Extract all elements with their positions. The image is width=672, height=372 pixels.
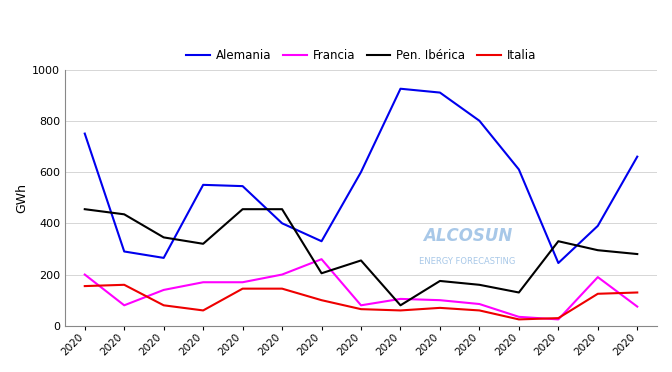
Italia bbox=[594, 292, 602, 296]
Italia bbox=[475, 308, 483, 312]
Francia bbox=[475, 302, 483, 306]
Pen. Ibérica bbox=[554, 239, 562, 243]
Italia bbox=[199, 308, 207, 312]
Italia bbox=[120, 283, 128, 287]
Pen. Ibérica bbox=[357, 258, 365, 263]
Francia bbox=[396, 296, 405, 301]
Francia bbox=[239, 280, 247, 285]
Alemania bbox=[475, 119, 483, 123]
Line: Francia: Francia bbox=[85, 259, 637, 320]
Italia bbox=[515, 317, 523, 322]
Francia bbox=[278, 272, 286, 277]
Francia bbox=[160, 288, 168, 292]
Alemania bbox=[120, 249, 128, 254]
Italia bbox=[239, 286, 247, 291]
Francia bbox=[317, 257, 325, 262]
Francia bbox=[515, 315, 523, 319]
Pen. Ibérica bbox=[120, 212, 128, 217]
Pen. Ibérica bbox=[475, 283, 483, 287]
Francia bbox=[81, 272, 89, 277]
Alemania bbox=[357, 170, 365, 174]
Francia bbox=[199, 280, 207, 285]
Alemania bbox=[81, 131, 89, 136]
Alemania bbox=[199, 183, 207, 187]
Italia bbox=[81, 284, 89, 288]
Pen. Ibérica bbox=[160, 235, 168, 240]
Francia bbox=[554, 317, 562, 322]
Alemania bbox=[317, 239, 325, 243]
Line: Pen. Ibérica: Pen. Ibérica bbox=[85, 209, 637, 305]
Italia bbox=[633, 290, 641, 295]
Y-axis label: GWh: GWh bbox=[15, 183, 28, 213]
Alemania bbox=[594, 224, 602, 228]
Francia bbox=[633, 304, 641, 309]
Legend: Alemania, Francia, Pen. Ibérica, Italia: Alemania, Francia, Pen. Ibérica, Italia bbox=[181, 45, 541, 67]
Italia bbox=[317, 298, 325, 302]
Text: ENERGY FORECASTING: ENERGY FORECASTING bbox=[419, 257, 515, 266]
Pen. Ibérica bbox=[396, 303, 405, 308]
Italia bbox=[554, 316, 562, 320]
Italia bbox=[357, 307, 365, 311]
Pen. Ibérica bbox=[317, 271, 325, 276]
Alemania bbox=[515, 167, 523, 172]
Line: Alemania: Alemania bbox=[85, 89, 637, 263]
Pen. Ibérica bbox=[81, 207, 89, 211]
Francia bbox=[436, 298, 444, 302]
Alemania bbox=[554, 261, 562, 265]
Italia bbox=[160, 303, 168, 308]
Francia bbox=[357, 303, 365, 308]
Alemania bbox=[160, 256, 168, 260]
Pen. Ibérica bbox=[199, 241, 207, 246]
Line: Italia: Italia bbox=[85, 285, 637, 320]
Alemania bbox=[633, 154, 641, 159]
Italia bbox=[278, 286, 286, 291]
Italia bbox=[436, 306, 444, 310]
Francia bbox=[120, 303, 128, 308]
Pen. Ibérica bbox=[594, 248, 602, 253]
Pen. Ibérica bbox=[633, 252, 641, 256]
Alemania bbox=[278, 221, 286, 225]
Pen. Ibérica bbox=[436, 279, 444, 283]
Pen. Ibérica bbox=[515, 290, 523, 295]
Italia bbox=[396, 308, 405, 312]
Alemania bbox=[396, 87, 405, 91]
Alemania bbox=[436, 90, 444, 95]
Pen. Ibérica bbox=[239, 207, 247, 211]
Text: ALCOSUN: ALCOSUN bbox=[423, 227, 512, 245]
Alemania bbox=[239, 184, 247, 188]
Francia bbox=[594, 275, 602, 279]
Pen. Ibérica bbox=[278, 207, 286, 211]
